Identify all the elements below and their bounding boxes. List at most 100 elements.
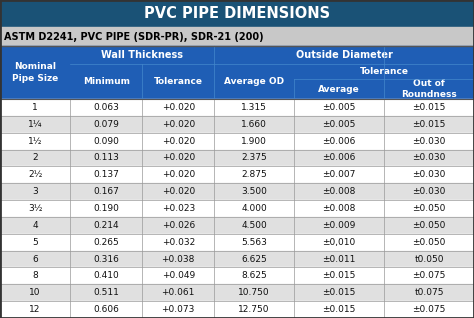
Text: ±0,010: ±0,010 xyxy=(322,238,356,247)
Text: ±0.050: ±0.050 xyxy=(412,238,446,247)
Text: 8: 8 xyxy=(32,271,38,280)
Text: +0.061: +0.061 xyxy=(162,288,195,297)
Text: 4: 4 xyxy=(32,221,38,230)
Bar xyxy=(294,64,474,79)
Text: Average: Average xyxy=(318,85,360,93)
Text: 6: 6 xyxy=(32,254,38,264)
Text: ±0.015: ±0.015 xyxy=(322,288,356,297)
Bar xyxy=(0,46,70,99)
Text: ±0.030: ±0.030 xyxy=(412,170,446,179)
Text: 4.500: 4.500 xyxy=(241,221,267,230)
Text: 10.750: 10.750 xyxy=(238,288,270,297)
Text: 1.315: 1.315 xyxy=(241,103,267,112)
Bar xyxy=(0,301,474,318)
Text: ±0.075: ±0.075 xyxy=(412,305,446,314)
Text: 0.063: 0.063 xyxy=(93,103,119,112)
Text: Wall Thickness: Wall Thickness xyxy=(101,50,183,60)
Text: 0.265: 0.265 xyxy=(93,238,119,247)
Text: ±0.011: ±0.011 xyxy=(322,254,356,264)
Text: ±0.005: ±0.005 xyxy=(322,120,356,129)
Text: Average OD: Average OD xyxy=(224,77,284,86)
Bar xyxy=(70,64,142,99)
Text: +0.032: +0.032 xyxy=(162,238,195,247)
Bar xyxy=(0,217,474,234)
Text: +0.049: +0.049 xyxy=(162,271,195,280)
Text: 1¼: 1¼ xyxy=(28,120,42,129)
Bar xyxy=(142,64,214,99)
Bar xyxy=(0,166,474,183)
Text: +0.020: +0.020 xyxy=(162,120,195,129)
Bar xyxy=(0,133,474,149)
Bar xyxy=(0,149,474,166)
Bar xyxy=(0,99,474,116)
Text: 5: 5 xyxy=(32,238,38,247)
Bar xyxy=(0,0,474,27)
Bar xyxy=(294,79,384,99)
Text: 0.190: 0.190 xyxy=(93,204,119,213)
Text: 2: 2 xyxy=(32,154,38,162)
Text: 6.625: 6.625 xyxy=(241,254,267,264)
Text: 5.563: 5.563 xyxy=(241,238,267,247)
Text: ±0.005: ±0.005 xyxy=(322,103,356,112)
Text: ±0.007: ±0.007 xyxy=(322,170,356,179)
Text: 0.214: 0.214 xyxy=(93,221,119,230)
Text: 2.875: 2.875 xyxy=(241,170,267,179)
Text: ±0.006: ±0.006 xyxy=(322,137,356,146)
Bar xyxy=(0,116,474,133)
Text: 2½: 2½ xyxy=(28,170,42,179)
Text: ±0.075: ±0.075 xyxy=(412,271,446,280)
Text: 12.750: 12.750 xyxy=(238,305,270,314)
Text: +0.038: +0.038 xyxy=(162,254,195,264)
Text: Minimum: Minimum xyxy=(82,77,130,86)
Text: ±0.030: ±0.030 xyxy=(412,187,446,196)
Text: ±0.050: ±0.050 xyxy=(412,221,446,230)
Text: 3½: 3½ xyxy=(28,204,42,213)
Text: ±0.008: ±0.008 xyxy=(322,187,356,196)
Text: 1: 1 xyxy=(32,103,38,112)
Text: +0.073: +0.073 xyxy=(162,305,195,314)
Text: Outside Diameter: Outside Diameter xyxy=(296,50,392,60)
Text: +0.026: +0.026 xyxy=(162,221,195,230)
Text: 1.900: 1.900 xyxy=(241,137,267,146)
Text: 0.137: 0.137 xyxy=(93,170,119,179)
Bar xyxy=(0,27,474,46)
Bar xyxy=(0,234,474,251)
Bar xyxy=(70,46,214,64)
Text: ±0.015: ±0.015 xyxy=(322,305,356,314)
Text: 12: 12 xyxy=(29,305,41,314)
Bar xyxy=(0,183,474,200)
Text: 3.500: 3.500 xyxy=(241,187,267,196)
Text: 0.079: 0.079 xyxy=(93,120,119,129)
Text: ASTM D2241, PVC PIPE (SDR-PR), SDR-21 (200): ASTM D2241, PVC PIPE (SDR-PR), SDR-21 (2… xyxy=(4,31,264,42)
Text: ±0.008: ±0.008 xyxy=(322,204,356,213)
Text: ±0.009: ±0.009 xyxy=(322,221,356,230)
Text: +0.020: +0.020 xyxy=(162,187,195,196)
Text: ±0.006: ±0.006 xyxy=(322,154,356,162)
Text: Nominal
Pipe Size: Nominal Pipe Size xyxy=(12,62,58,83)
Bar xyxy=(384,79,474,99)
Text: PVC PIPE DIMENSIONS: PVC PIPE DIMENSIONS xyxy=(144,6,330,21)
Bar xyxy=(214,64,294,99)
Text: 0.113: 0.113 xyxy=(93,154,119,162)
Bar xyxy=(0,251,474,267)
Text: ±0.015: ±0.015 xyxy=(412,103,446,112)
Text: ±0.015: ±0.015 xyxy=(322,271,356,280)
Text: +0.020: +0.020 xyxy=(162,154,195,162)
Text: 1½: 1½ xyxy=(28,137,42,146)
Text: 2.375: 2.375 xyxy=(241,154,267,162)
Text: 0.410: 0.410 xyxy=(93,271,119,280)
Text: ±0.050: ±0.050 xyxy=(412,204,446,213)
Text: t0.050: t0.050 xyxy=(414,254,444,264)
Bar xyxy=(0,284,474,301)
Bar xyxy=(0,267,474,284)
Text: 3: 3 xyxy=(32,187,38,196)
Text: 10: 10 xyxy=(29,288,41,297)
Text: Tolerance: Tolerance xyxy=(154,77,203,86)
Text: 0.511: 0.511 xyxy=(93,288,119,297)
Text: ±0.030: ±0.030 xyxy=(412,137,446,146)
Text: 0.090: 0.090 xyxy=(93,137,119,146)
Text: ±0.015: ±0.015 xyxy=(412,120,446,129)
Text: 4.000: 4.000 xyxy=(241,204,267,213)
Text: 0.167: 0.167 xyxy=(93,187,119,196)
Text: Tolerance: Tolerance xyxy=(359,67,409,76)
